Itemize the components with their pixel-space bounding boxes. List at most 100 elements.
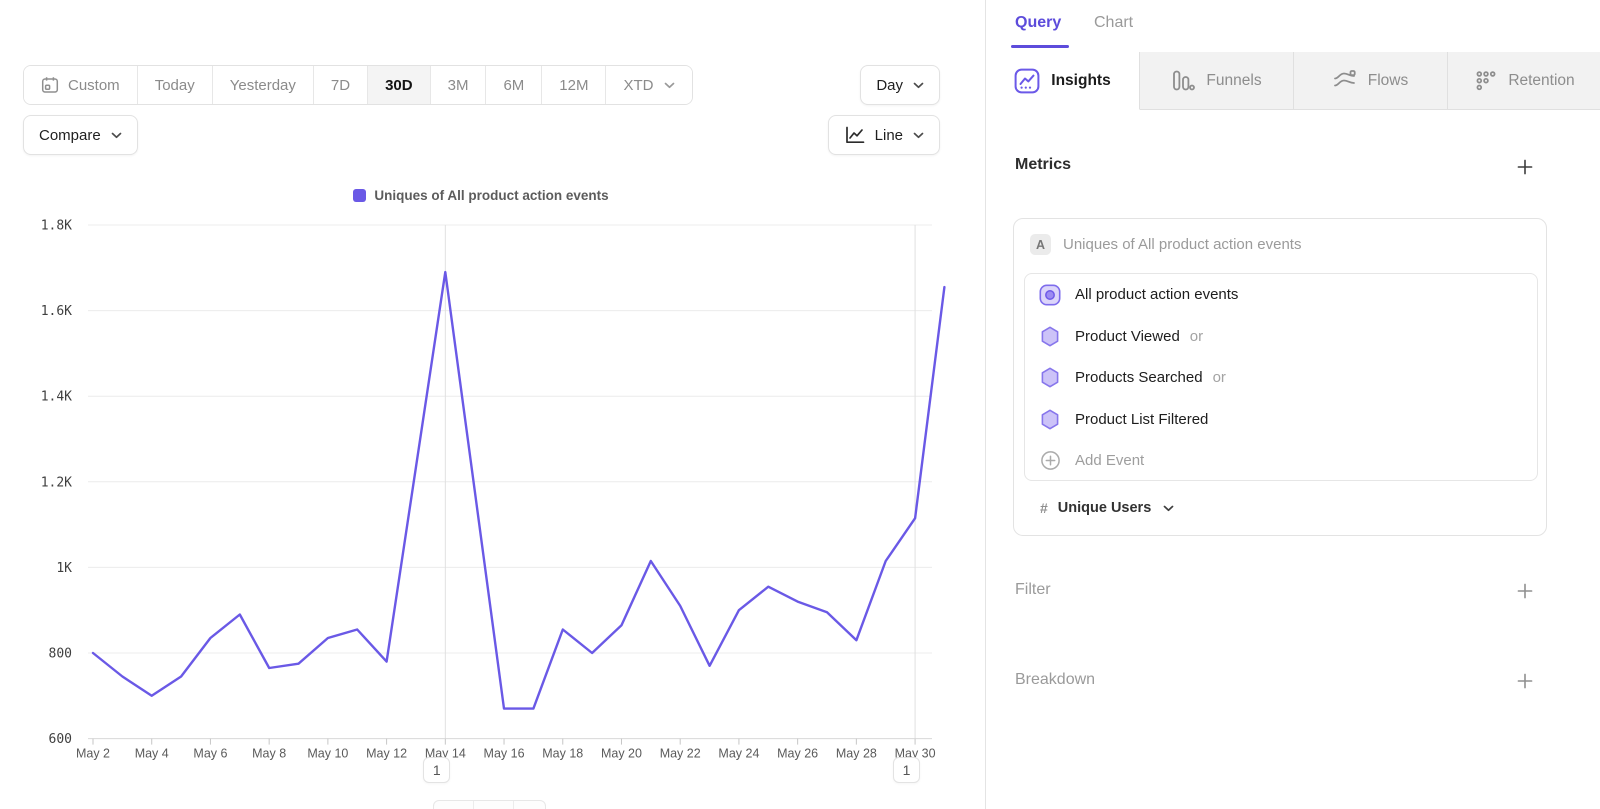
- range-label: Today: [154, 76, 195, 94]
- chart-type-dropdown[interactable]: Line: [827, 115, 940, 155]
- x-axis-tick-label: May 8: [252, 747, 286, 761]
- range-label: XTD: [623, 76, 654, 94]
- range-6m[interactable]: 6M: [486, 66, 543, 104]
- range-label: 12M: [559, 76, 589, 94]
- funnels-icon: [1171, 70, 1196, 92]
- range-3m[interactable]: 3M: [430, 66, 487, 104]
- date-range-group: Custom Today Yesterday 7D 30D 3M 6M 12M XTD: [23, 65, 694, 105]
- query-panel: Query Chart Insights Funnels Flows Retentio…: [985, 0, 1600, 809]
- insights-icon: [1014, 68, 1040, 94]
- x-axis-tick-label: May 6: [193, 747, 227, 761]
- y-axis-tick-label: 1.2K: [41, 475, 72, 490]
- flows-icon: [1333, 70, 1357, 91]
- range-30d[interactable]: 30D: [368, 66, 431, 104]
- chevron-down-icon: [1163, 505, 1174, 512]
- range-yesterday[interactable]: Yesterday: [212, 66, 314, 104]
- add-circle-icon: [1039, 450, 1061, 471]
- tab-retention[interactable]: Retention: [1448, 52, 1600, 110]
- add-metric-button[interactable]: [1516, 158, 1534, 176]
- panel-tabs: Query Chart: [986, 0, 1600, 52]
- chevron-down-icon: [111, 132, 122, 139]
- y-axis-tick-label: 1.8K: [41, 219, 72, 234]
- line-series: [91, 270, 946, 710]
- hash-icon: #: [1040, 500, 1048, 516]
- tab-label: Flows: [1367, 71, 1409, 89]
- event-list: All product action events Product Viewed o…: [1024, 273, 1538, 481]
- compare-dropdown[interactable]: Compare: [23, 115, 138, 155]
- add-filter-button[interactable]: [1516, 582, 1534, 600]
- metric-card: A Uniques of All product action events A…: [1013, 218, 1547, 536]
- tab-query[interactable]: Query: [1015, 14, 1062, 31]
- measurement-dropdown[interactable]: # Unique Users: [1024, 491, 1190, 525]
- y-axis-tick-label: 1.4K: [41, 390, 72, 405]
- tab-funnels[interactable]: Funnels: [1140, 52, 1294, 110]
- interval-label: Day: [876, 76, 903, 94]
- event-row[interactable]: Products Searched or: [1025, 357, 1537, 399]
- x-axis-tick-label: May 18: [542, 747, 583, 761]
- range-label: Custom: [68, 76, 120, 94]
- range-label: 30D: [385, 76, 413, 94]
- event-operator: or: [1189, 327, 1204, 345]
- event-row[interactable]: Product List Filtered: [1025, 399, 1537, 441]
- x-axis-tick-label: May 26: [777, 747, 818, 761]
- range-label: 7D: [330, 76, 351, 94]
- legend-label: Uniques of All product action events: [374, 188, 609, 203]
- x-axis-tick-label: May 20: [601, 747, 642, 761]
- range-label: Yesterday: [229, 76, 296, 94]
- range-12m[interactable]: 12M: [542, 66, 607, 104]
- metric-group-title: Uniques of All product action events: [1063, 236, 1302, 253]
- x-axis-tick-label: May 24: [718, 747, 759, 761]
- chevron-down-icon: [664, 82, 675, 89]
- metrics-section-title: Metrics: [1015, 156, 1072, 173]
- x-axis-tick-label: May 28: [836, 747, 877, 761]
- event-label: Products Searched: [1075, 369, 1203, 387]
- hexagon-icon: [1039, 326, 1061, 347]
- event-row[interactable]: All product action events: [1025, 274, 1537, 316]
- hexagon-icon: [1039, 367, 1061, 388]
- x-axis-tick-label: May 2: [76, 747, 110, 761]
- legend-swatch: [353, 189, 367, 202]
- y-axis-tick-label: 800: [49, 647, 72, 662]
- y-axis-tick-label: 600: [49, 732, 72, 747]
- y-axis-tick-label: 1.6K: [41, 304, 72, 319]
- metric-header: A Uniques of All product action events: [1014, 219, 1546, 265]
- range-7d[interactable]: 7D: [313, 66, 369, 104]
- event-label: All product action events: [1075, 286, 1239, 304]
- add-event-label: Add Event: [1075, 452, 1145, 470]
- event-label: Product Viewed: [1075, 327, 1180, 345]
- allevents-icon: [1039, 284, 1061, 306]
- event-operator: or: [1212, 369, 1226, 387]
- add-breakdown-button[interactable]: [1516, 672, 1534, 690]
- tab-label: Insights: [1051, 71, 1111, 89]
- tab-label: Retention: [1508, 71, 1575, 89]
- chart-legend: Uniques of All product action events: [0, 188, 962, 203]
- interval-dropdown[interactable]: Day: [860, 65, 940, 105]
- event-row[interactable]: Product Viewed or: [1025, 316, 1537, 358]
- annotation-badge[interactable]: 1: [423, 757, 451, 783]
- tab-flows[interactable]: Flows: [1294, 52, 1448, 110]
- breakdown-section-title: Breakdown: [1015, 671, 1096, 688]
- filter-section-title: Filter: [1015, 581, 1051, 598]
- x-axis-tick-label: May 10: [307, 747, 348, 761]
- hexagon-icon: [1039, 409, 1061, 430]
- add-event-button[interactable]: Add Event: [1025, 440, 1537, 482]
- range-custom[interactable]: Custom: [24, 66, 138, 104]
- chart-type-label: Line: [874, 126, 903, 144]
- tab-chart[interactable]: Chart: [1094, 14, 1134, 31]
- tab-insights[interactable]: Insights: [986, 52, 1140, 110]
- annotation-group-partial[interactable]: [433, 800, 546, 809]
- range-label: 6M: [503, 76, 525, 94]
- calendar-icon: [41, 76, 59, 94]
- chevron-down-icon: [913, 132, 924, 139]
- range-xtd[interactable]: XTD: [606, 66, 693, 104]
- compare-label: Compare: [39, 126, 101, 144]
- retention-icon: [1475, 70, 1497, 92]
- range-today[interactable]: Today: [137, 66, 213, 104]
- y-axis-tick-label: 1K: [56, 561, 72, 576]
- metric-letter-badge: A: [1030, 234, 1051, 255]
- x-axis-tick-label: May 16: [484, 747, 525, 761]
- line-chart-icon: [844, 126, 865, 144]
- annotation-badge[interactable]: 1: [893, 757, 921, 783]
